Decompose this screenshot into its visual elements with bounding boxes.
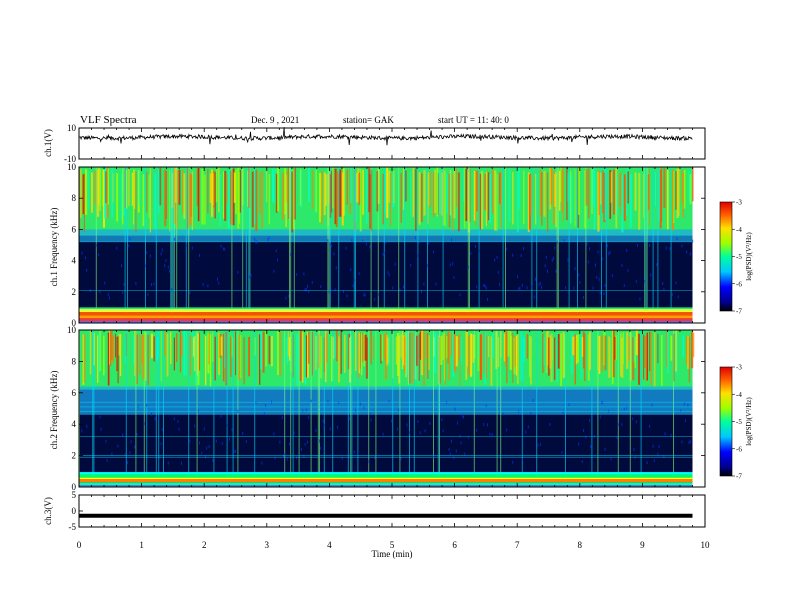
ch2-spectrogram-panel: 0 2 4 6 8 10 <box>67 325 706 492</box>
low-frequency-band <box>79 318 693 322</box>
colorbar-tick: -5 <box>736 418 742 426</box>
ch1-freq-ylabel: ch.1 Frequency (kHz) <box>49 208 59 287</box>
time-xtick: 3 <box>265 540 270 550</box>
frequency-ytick: 2 <box>72 451 77 461</box>
ch2-colorbar: -3 -4 -5 -6 -7 log(PSD)(V²/Hz) <box>719 364 753 481</box>
ch1-voltage-ytick: 10 <box>67 123 77 133</box>
ch1-voltage-trace <box>78 127 693 146</box>
ch3-voltage-ytick: -5 <box>69 522 77 532</box>
station-label: station= GAK <box>343 115 394 125</box>
frequency-ytick: 6 <box>72 388 77 398</box>
spectrogram-low-band <box>79 235 693 308</box>
ch1-voltage-ytick: -10 <box>64 154 76 164</box>
time-xtick: 8 <box>578 540 583 550</box>
time-xtick: 10 <box>701 540 711 550</box>
ch3-voltage-ytick: 0 <box>72 506 77 516</box>
low-frequency-band <box>79 482 693 486</box>
colorbar-tick: -6 <box>736 280 742 288</box>
colorbar-scale <box>719 201 733 312</box>
frequency-ytick: 2 <box>72 287 77 297</box>
low-frequency-band <box>79 307 693 309</box>
low-frequency-band <box>79 308 693 313</box>
time-axis: 0 1 2 3 4 5 6 7 8 9 10 <box>77 540 710 550</box>
figure-title: VLF Spectra <box>80 114 137 126</box>
time-xtick: 9 <box>640 540 645 550</box>
colorbar-tick: -3 <box>736 199 742 207</box>
time-xtick: 5 <box>390 540 395 550</box>
colorbar-label: log(PSD)(V²/Hz) <box>745 397 753 446</box>
low-frequency-band <box>79 472 693 475</box>
ch3-voltage-frame <box>78 494 706 528</box>
time-axis-label: Time (min) <box>372 549 413 559</box>
ch3-voltage-panel: 5 0 -5 <box>69 490 706 532</box>
frequency-ytick: 4 <box>72 256 77 266</box>
colorbar-tick: -7 <box>736 308 742 316</box>
spectrogram-transition <box>79 386 693 415</box>
colorbar-tick: -4 <box>736 391 742 399</box>
low-frequency-band <box>79 321 693 323</box>
frequency-ytick: 10 <box>67 325 77 335</box>
ch1-spectrogram-panel: 0 2 4 6 8 10 <box>67 162 706 328</box>
colorbar-label: log(PSD)(V²/Hz) <box>745 232 753 281</box>
time-xtick: 1 <box>139 540 144 550</box>
frequency-ytick: 10 <box>67 162 77 172</box>
frequency-ytick: 8 <box>72 356 77 366</box>
low-frequency-band <box>79 312 693 316</box>
time-xtick: 6 <box>452 540 457 550</box>
low-frequency-band <box>79 485 693 487</box>
ch1-colorbar: -3 -4 -5 -6 -7 log(PSD)(V²/Hz) <box>719 199 753 316</box>
date-label: Dec. 9 , 2021 <box>251 115 299 125</box>
frequency-ytick: 0 <box>72 318 77 328</box>
low-frequency-band <box>79 315 693 319</box>
ch1-voltage-panel: 10 -10 <box>64 123 706 164</box>
time-xtick: 7 <box>515 540 520 550</box>
ch1-voltage-ylabel: ch.1(V) <box>43 129 53 157</box>
low-frequency-band <box>79 479 693 483</box>
start-time-label: start UT = 11: 40: 0 <box>438 115 509 125</box>
frequency-ytick: 8 <box>72 193 77 203</box>
ch3-voltage-ytick: 5 <box>72 490 77 500</box>
time-xtick: 0 <box>77 540 82 550</box>
colorbar-tick: -3 <box>736 364 742 372</box>
colorbar-tick: -6 <box>736 445 742 453</box>
spectrogram-low-band <box>79 411 693 472</box>
colorbar-scale <box>719 366 733 477</box>
colorbar-tick: -7 <box>736 473 742 481</box>
ch3-voltage-ylabel: ch.3(V) <box>43 497 53 525</box>
colorbar-tick: -5 <box>736 253 742 261</box>
low-frequency-band <box>79 474 693 478</box>
colorbar-tick: -4 <box>736 226 742 234</box>
time-xtick: 4 <box>327 540 332 550</box>
ch2-freq-ylabel: ch.2 Frequency (kHz) <box>49 371 59 450</box>
time-xtick: 2 <box>202 540 207 550</box>
frequency-ytick: 6 <box>72 224 77 234</box>
frequency-ytick: 4 <box>72 419 77 429</box>
low-frequency-band <box>79 477 693 480</box>
ch1-voltage-frame <box>78 127 706 160</box>
frequency-ytick: 0 <box>72 482 77 492</box>
